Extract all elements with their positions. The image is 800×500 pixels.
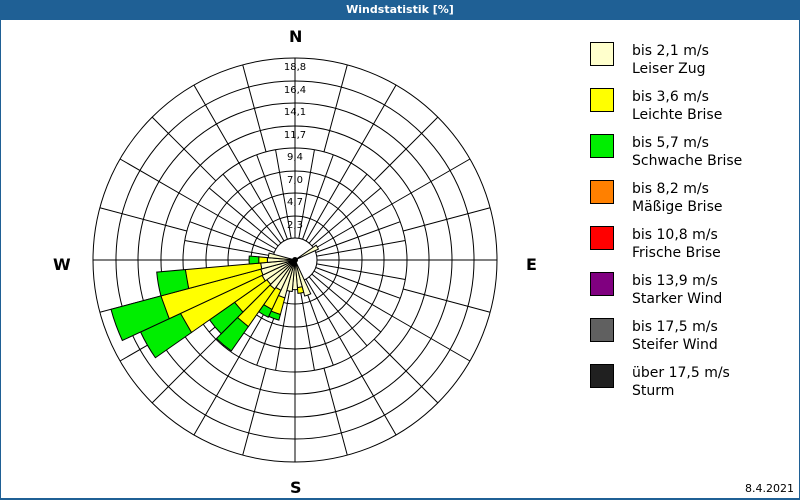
ring-label: 16,4 [284, 85, 306, 96]
legend-label: bis 3,6 m/s Leichte Brise [632, 89, 723, 123]
legend-swatch [590, 134, 614, 158]
rose-sector [258, 256, 268, 264]
legend-swatch [590, 42, 614, 66]
rose-sector [296, 286, 305, 294]
rose-sector [110, 295, 170, 342]
ring-label: 18,8 [284, 62, 306, 73]
rose-sector [267, 252, 296, 261]
wind-rose-chart: 2,3 4,7 7,0 9,4 11,7 14,1 16,4 18,8 [92, 57, 498, 463]
compass-east: E [526, 255, 537, 274]
window-title: Windstatistik [%] [0, 0, 800, 20]
compass-south: S [290, 478, 302, 497]
ring-label: 9,4 [287, 152, 303, 163]
legend-swatch [590, 180, 614, 204]
date-label: 8.4.2021 [745, 482, 794, 495]
compass-north: N [289, 27, 303, 46]
rose-sector [294, 259, 312, 297]
legend-label: bis 8,2 m/s Mäßige Brise [632, 181, 723, 215]
legend-swatch [590, 364, 614, 388]
legend-label: bis 17,5 m/s Steifer Wind [632, 319, 718, 353]
rose-sector [156, 269, 190, 297]
legend-label: bis 10,8 m/s Frische Brise [632, 227, 721, 261]
legend-swatch [590, 88, 614, 112]
ring-label: 2,3 [287, 220, 303, 231]
legend-label: bis 2,1 m/s Leiser Zug [632, 43, 709, 77]
rose-sector [248, 255, 260, 265]
legend-label: bis 5,7 m/s Schwache Brise [632, 135, 743, 169]
ring-label: 7,0 [287, 175, 303, 186]
ring-label: 14,1 [284, 107, 306, 118]
compass-west: W [53, 255, 71, 274]
rose-sector [294, 244, 320, 261]
legend-label: bis 13,9 m/s Starker Wind [632, 273, 723, 307]
ring-label: 11,7 [284, 130, 306, 141]
legend-swatch [590, 226, 614, 250]
legend-swatch [590, 272, 614, 296]
legend-swatch [590, 318, 614, 342]
legend-label: über 17,5 m/s Sturm [632, 365, 730, 399]
ring-label: 4,7 [287, 197, 303, 208]
window-bottom-border [0, 498, 800, 500]
